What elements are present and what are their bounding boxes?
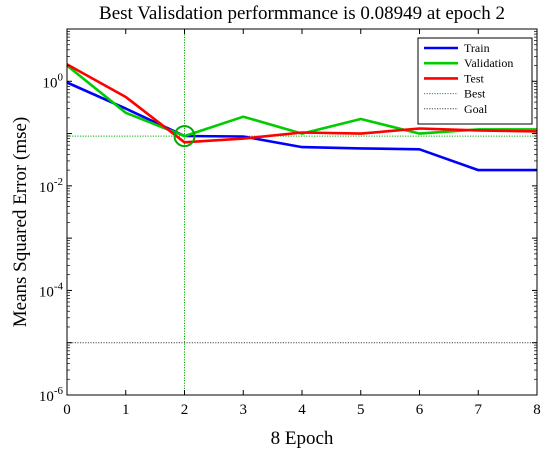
legend-label-validation: Validation	[464, 56, 513, 70]
legend-label-best: Best	[464, 87, 486, 101]
series-line-train	[66, 81, 537, 172]
x-axis-label: 8 Epoch	[271, 428, 334, 449]
best-point-marker	[173, 125, 196, 148]
legend-label-train: Train	[464, 41, 490, 55]
x-tick-label: 0	[63, 402, 71, 418]
legend-label-goal: Goal	[464, 102, 488, 116]
chart-title: Best Valisdation performmance is 0.08949…	[99, 3, 505, 24]
x-tick-label: 7	[475, 402, 483, 418]
y-tick-label: 10-2	[39, 176, 63, 196]
legend-box	[417, 37, 533, 125]
y-axis-label: Means Squared Error (mse)	[10, 117, 31, 328]
y-tick-label: 100	[43, 71, 64, 91]
y-tick-label: 10-4	[39, 280, 64, 300]
y-tick-label: 10-6	[39, 385, 64, 405]
x-tick-label: 3	[240, 402, 248, 418]
x-tick-label: 1	[122, 402, 130, 418]
x-tick-label: 5	[357, 402, 365, 418]
x-tick-label: 2	[181, 402, 189, 418]
x-tick-label: 6	[416, 402, 424, 418]
legend-label-test: Test	[464, 71, 484, 85]
x-tick-label: 4	[298, 402, 306, 418]
series-line-test	[66, 63, 538, 144]
x-tick-label: 8	[533, 402, 541, 418]
